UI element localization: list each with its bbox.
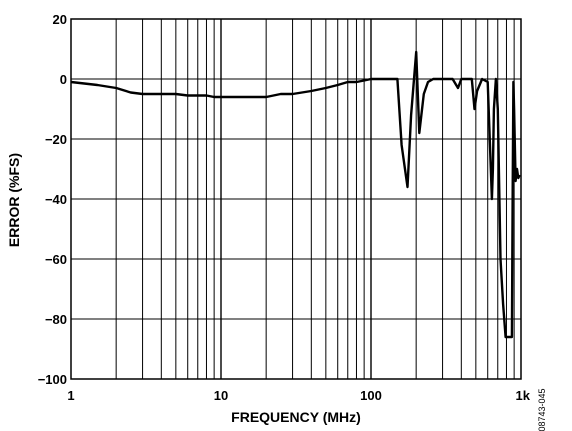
grid: [71, 19, 521, 379]
x-axis-title: FREQUENCY (MHz): [231, 409, 361, 425]
y-axis-title: ERROR (%FS): [6, 153, 22, 247]
series-layer: [70, 50, 521, 339]
tick-labels: 1 10 100 1k 20 0 −20 −40 −60 −80 −100: [38, 12, 531, 403]
y-tick-label: −40: [45, 192, 67, 207]
y-tick-label: −80: [45, 312, 67, 327]
series-line-0: [70, 50, 521, 339]
figure-id: 08743-045: [537, 388, 547, 431]
y-tick-label: −20: [45, 132, 67, 147]
x-tick-label: 10: [214, 388, 228, 403]
y-tick-label: 20: [53, 12, 67, 27]
x-tick-label: 1k: [516, 388, 531, 403]
y-tick-label: −100: [38, 372, 67, 387]
x-tick-label: 100: [360, 388, 382, 403]
y-tick-label: 0: [60, 72, 67, 87]
y-tick-label: −60: [45, 252, 67, 267]
plot-frame: [70, 18, 522, 380]
x-tick-label: 1: [67, 388, 74, 403]
